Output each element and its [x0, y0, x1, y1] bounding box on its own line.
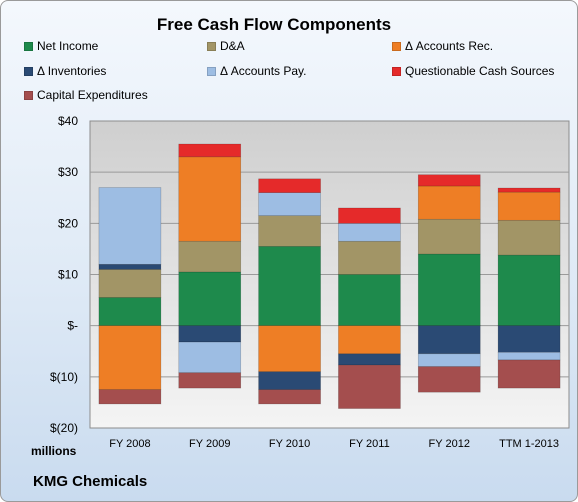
bar-segment: [98, 297, 162, 326]
legend-label: Δ Accounts Rec.: [405, 39, 494, 53]
legend-swatch-questionable: [392, 66, 401, 76]
legend-swatch-capex: [24, 90, 33, 100]
legend-accounts-rec: Δ Accounts Rec.: [392, 39, 493, 53]
bar-segment: [497, 219, 561, 256]
bar-segment: [178, 372, 242, 389]
bar-segment: [338, 207, 401, 224]
legend-accounts-pay: Δ Accounts Pay.: [207, 64, 307, 78]
bar-segment: [258, 371, 321, 390]
bar-segment: [417, 218, 481, 255]
x-tick-label: FY 2009: [189, 438, 230, 450]
bar-segment: [417, 325, 481, 355]
legend-label: Δ Inventories: [37, 64, 107, 78]
bar-segment: [258, 215, 321, 247]
bar-segment: [497, 351, 561, 361]
bar-segment: [98, 187, 162, 265]
bar-segment: [338, 274, 401, 326]
bar-segment: [178, 156, 242, 242]
bar-segment: [98, 263, 162, 270]
y-axis: $(20) $(10) $- $10 $20 $30 $40: [50, 114, 78, 435]
bar-segment: [417, 185, 481, 220]
legend-label: Δ Accounts Pay.: [220, 64, 307, 78]
bar-segment: [98, 269, 162, 298]
bar-segment: [417, 174, 481, 187]
bar-segment: [338, 240, 401, 275]
bar-segment: [338, 325, 401, 355]
y-tick-label: $20: [58, 216, 78, 230]
x-tick-label: FY 2010: [269, 438, 310, 450]
bar-segment: [338, 353, 401, 366]
y-tick-label: $30: [58, 165, 78, 179]
unit-label: millions: [31, 444, 77, 458]
bar-segment: [178, 143, 242, 158]
bar-segment: [98, 325, 162, 390]
bar-segment: [258, 246, 321, 326]
x-axis: FY 2008 FY 2009 FY 2010 FY 2011 FY 2012 TTM 1…: [109, 438, 559, 450]
bar-segment: [178, 341, 242, 374]
bar-segment: [338, 223, 401, 242]
bars: [98, 143, 561, 409]
bar-segment: [178, 325, 242, 343]
bar-segment: [497, 325, 561, 353]
y-tick-label: $10: [58, 268, 78, 282]
x-tick-label: FY 2012: [429, 438, 470, 450]
legend-label: Questionable Cash Sources: [405, 64, 555, 78]
bar-segment: [338, 364, 401, 409]
bar-segment: [497, 359, 561, 389]
y-tick-label: $-: [67, 319, 78, 333]
x-tick-label: FY 2008: [109, 438, 150, 450]
bar-segment: [178, 240, 242, 273]
y-tick-label: $(10): [50, 370, 78, 384]
legend-swatch-inventories: [24, 66, 33, 76]
legend-questionable: Questionable Cash Sources: [392, 64, 554, 78]
bar-segment: [497, 187, 561, 193]
legend-swatch-da: [207, 41, 216, 51]
chart-title: Free Cash Flow Components: [156, 15, 392, 34]
bar-segment: [417, 366, 481, 393]
bar-segment: [98, 389, 162, 405]
bar-segment: [258, 325, 321, 373]
bar-segment: [258, 192, 321, 216]
legend-label: Capital Expenditures: [37, 88, 148, 102]
bar-segment: [178, 271, 242, 326]
bar-segment: [497, 191, 561, 221]
y-tick-label: $(20): [50, 421, 78, 435]
legend-label: Net Income: [37, 39, 99, 53]
bar-segment: [258, 389, 321, 405]
bar-segment: [258, 178, 321, 193]
bar-segment: [497, 254, 561, 326]
bar-segment: [417, 353, 481, 367]
legend-swatch-accounts-rec: [392, 41, 401, 51]
company-name: KMG Chemicals: [33, 473, 148, 490]
legend-da: D&A: [207, 39, 245, 53]
x-tick-label: TTM 1-2013: [499, 438, 559, 450]
legend-label: D&A: [220, 39, 245, 53]
legend-capex: Capital Expenditures: [24, 88, 148, 102]
bar-segment: [417, 253, 481, 326]
legend-swatch-net-income: [24, 41, 33, 51]
legend-inventories: Δ Inventories: [24, 64, 106, 78]
gridlines: [90, 171, 569, 378]
x-tick-label: FY 2011: [349, 438, 390, 450]
y-tick-label: $40: [58, 114, 78, 128]
legend-swatch-accounts-pay: [207, 66, 216, 76]
legend-net-income: Net Income: [24, 39, 98, 53]
